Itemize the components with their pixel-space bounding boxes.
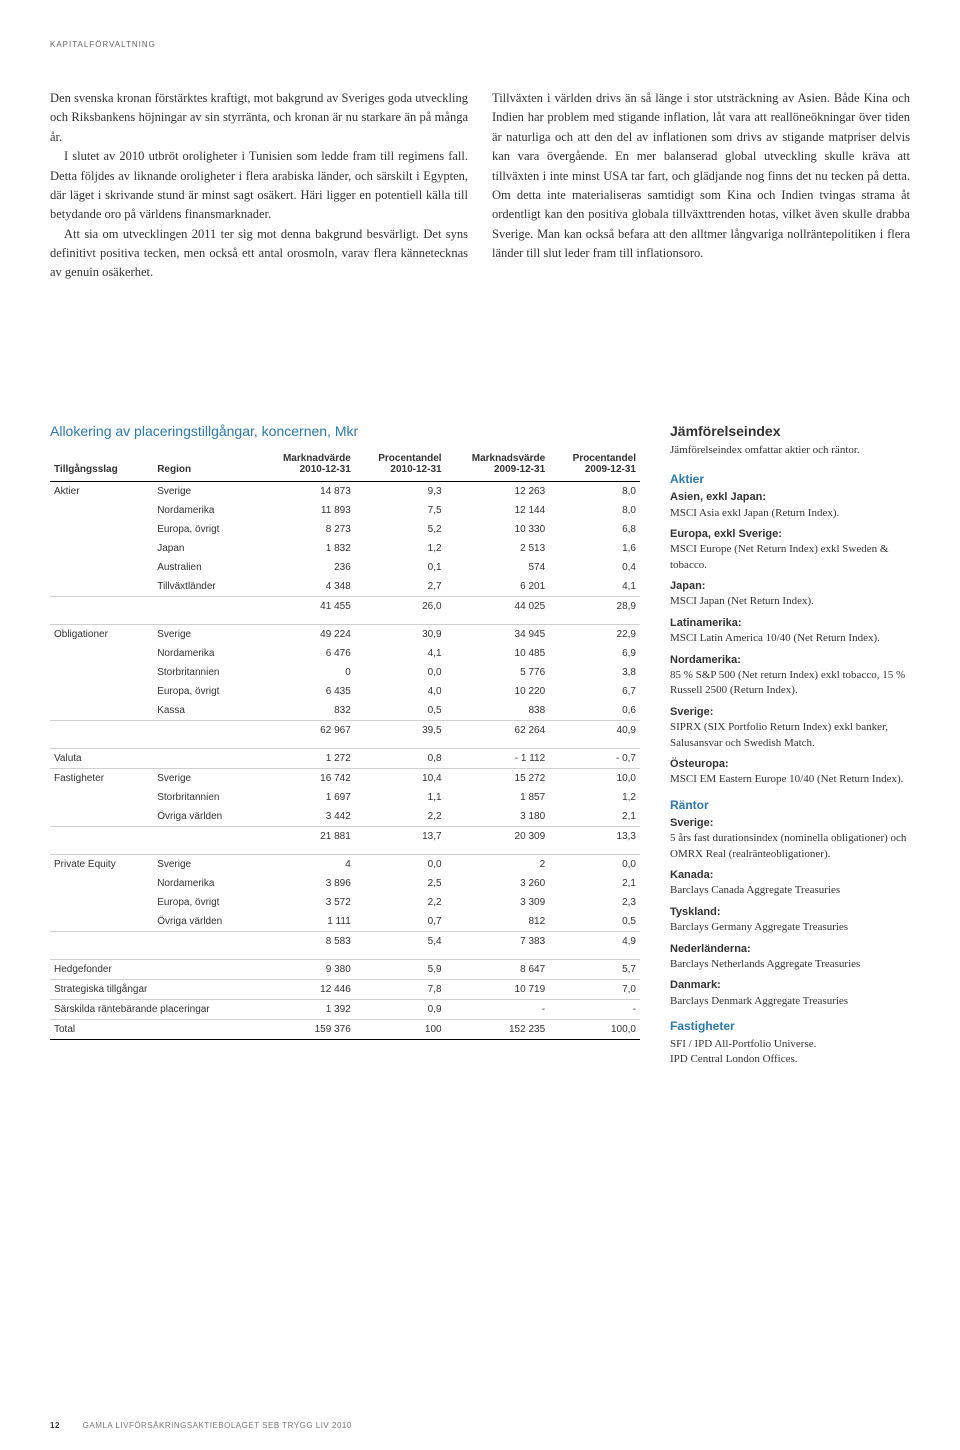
total-row: Total159 376100152 235100,0 bbox=[50, 1019, 640, 1039]
table-row: Tillväxtländer4 3482,76 2014,1 bbox=[50, 577, 640, 597]
table-row: Europa, övrigt8 2735,210 3306,8 bbox=[50, 520, 640, 539]
rantor-heading: Räntor bbox=[670, 798, 910, 812]
table-title: Allokering av placeringstillgångar, konc… bbox=[50, 423, 640, 439]
page-number: 12 bbox=[50, 1421, 60, 1430]
table-row: Särskilda räntebärande placeringar1 3920… bbox=[50, 999, 640, 1019]
body-column-1: Den svenska kronan förstärktes kraftigt,… bbox=[50, 89, 468, 283]
table-row: Storbritannien1 6971,11 8571,2 bbox=[50, 788, 640, 807]
footer-text: GAMLA LIVFÖRSÄKRINGSAKTIEBOLAGET SEB TRY… bbox=[83, 1421, 352, 1430]
col-pct2010: Procentandel2010-12-31 bbox=[355, 447, 446, 482]
paragraph: Att sia om utvecklingen 2011 ter sig mot… bbox=[50, 225, 468, 283]
subtotal-row: 8 5835,47 3834,9 bbox=[50, 931, 640, 959]
index-item: Östeuropa:MSCI EM Eastern Europe 10/40 (… bbox=[670, 757, 910, 788]
index-item: Nordamerika:85 % S&P 500 (Net return Ind… bbox=[670, 653, 910, 699]
table-row: Nordamerika6 4764,110 4856,9 bbox=[50, 644, 640, 663]
table-row: Private EquitySverige40,020,0 bbox=[50, 854, 640, 874]
sidebar-title: Jämförelseindex bbox=[670, 423, 910, 439]
table-row: Hedgefonder9 3805,98 6475,7 bbox=[50, 959, 640, 979]
benchmark-sidebar: Jämförelseindex Jämförelseindex omfattar… bbox=[670, 423, 910, 1074]
paragraph: Tillväxten i världen drivs än så länge i… bbox=[492, 89, 910, 263]
table-row: Övriga världen3 4422,23 1802,1 bbox=[50, 807, 640, 827]
index-item: Danmark:Barclays Denmark Aggregate Treas… bbox=[670, 978, 910, 1009]
table-row: Europa, övrigt3 5722,23 3092,3 bbox=[50, 893, 640, 912]
table-row: Australien2360,15740,4 bbox=[50, 558, 640, 577]
table-row: FastigheterSverige16 74210,415 27210,0 bbox=[50, 768, 640, 788]
fastigheter-heading: Fastigheter bbox=[670, 1019, 910, 1033]
body-column-2: Tillväxten i världen drivs än så länge i… bbox=[492, 89, 910, 283]
index-item: Asien, exkl Japan:MSCI Asia exkl Japan (… bbox=[670, 490, 910, 521]
index-item: Sverige:SIPRX (SIX Portfolio Return Inde… bbox=[670, 705, 910, 751]
col-tillgangsslag: Tillgångsslag bbox=[50, 447, 153, 482]
index-item: Kanada:Barclays Canada Aggregate Treasur… bbox=[670, 868, 910, 899]
table-row: Övriga världen1 1110,78120,5 bbox=[50, 912, 640, 932]
table-row: Storbritannien00,05 7763,8 bbox=[50, 663, 640, 682]
subtotal-row: 62 96739,562 26440,9 bbox=[50, 720, 640, 748]
index-item: Latinamerika:MSCI Latin America 10/40 (N… bbox=[670, 616, 910, 647]
index-item: Tyskland:Barclays Germany Aggregate Trea… bbox=[670, 905, 910, 936]
table-row: Europa, övrigt6 4354,010 2206,7 bbox=[50, 682, 640, 701]
allocation-table: Tillgångsslag Region Marknadvärde2010-12… bbox=[50, 447, 640, 1040]
subtotal-row: 41 45526,044 02528,9 bbox=[50, 596, 640, 624]
col-mv2009: Marknadsvärde2009-12-31 bbox=[446, 447, 550, 482]
index-item: Europa, exkl Sverige:MSCI Europe (Net Re… bbox=[670, 527, 910, 573]
table-row: ObligationerSverige49 22430,934 94522,9 bbox=[50, 624, 640, 644]
index-item: Nederländerna:Barclays Netherlands Aggre… bbox=[670, 942, 910, 973]
body-text: Den svenska kronan förstärktes kraftigt,… bbox=[50, 89, 910, 283]
index-item: Japan:MSCI Japan (Net Return Index). bbox=[670, 579, 910, 610]
table-row: Nordamerika11 8937,512 1448,0 bbox=[50, 501, 640, 520]
aktier-heading: Aktier bbox=[670, 472, 910, 486]
index-item: Sverige:5 års fast durationsindex (nomin… bbox=[670, 816, 910, 862]
col-region: Region bbox=[153, 447, 258, 482]
paragraph: I slutet av 2010 utbröt oroligheter i Tu… bbox=[50, 147, 468, 225]
table-row: Strategiska tillgångar12 4467,810 7197,0 bbox=[50, 979, 640, 999]
section-label: KAPITALFÖRVALTNING bbox=[50, 40, 910, 49]
table-row: Japan1 8321,22 5131,6 bbox=[50, 539, 640, 558]
table-header-row: Tillgångsslag Region Marknadvärde2010-12… bbox=[50, 447, 640, 482]
page-footer: 12 GAMLA LIVFÖRSÄKRINGSAKTIEBOLAGET SEB … bbox=[50, 1421, 352, 1430]
allocation-table-section: Allokering av placeringstillgångar, konc… bbox=[50, 423, 640, 1074]
col-pct2009: Procentandel2009-12-31 bbox=[549, 447, 640, 482]
col-mv2010: Marknadvärde2010-12-31 bbox=[258, 447, 354, 482]
sidebar-intro: Jämförelseindex omfattar aktier och ränt… bbox=[670, 443, 910, 458]
table-row: Valuta1 2720,8- 1 112- 0,7 bbox=[50, 748, 640, 768]
table-row: AktierSverige14 8739,312 2638,0 bbox=[50, 481, 640, 501]
index-item: SFI / IPD All-Portfolio Universe. IPD Ce… bbox=[670, 1037, 910, 1068]
table-row: Kassa8320,58380,6 bbox=[50, 701, 640, 721]
paragraph: Den svenska kronan förstärktes kraftigt,… bbox=[50, 89, 468, 147]
subtotal-row: 21 88113,720 30913,3 bbox=[50, 826, 640, 854]
table-row: Nordamerika3 8962,53 2602,1 bbox=[50, 874, 640, 893]
